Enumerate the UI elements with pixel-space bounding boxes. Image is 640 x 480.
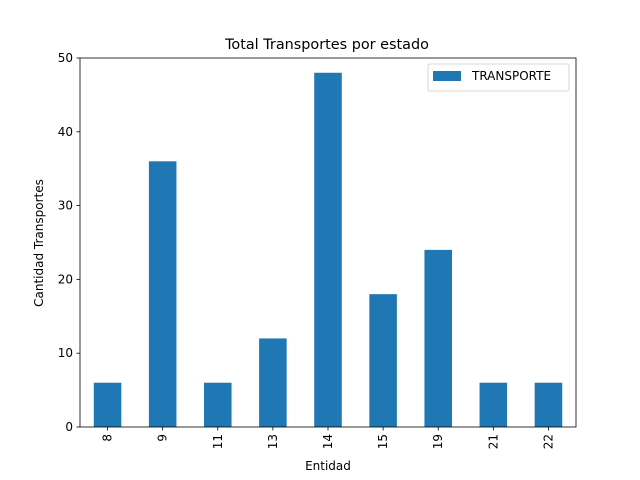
legend: TRANSPORTE (427, 63, 570, 92)
bars-group (93, 72, 563, 427)
bar-9 (148, 161, 177, 427)
bar-22 (534, 382, 563, 427)
x-tick-label: 9 (156, 434, 170, 442)
chart-title: Total Transportes por estado (224, 37, 429, 53)
x-tick-label: 8 (101, 434, 115, 442)
bar-21 (479, 382, 508, 427)
legend-box (427, 63, 570, 92)
x-axis-title: Entidad (305, 459, 351, 473)
bar-8 (93, 382, 122, 427)
x-axis: 8 9 11 13 14 15 19 21 22 (101, 427, 555, 449)
x-tick-label: 11 (211, 434, 225, 449)
x-tick-label: 21 (486, 434, 500, 449)
x-tick-label: 15 (376, 434, 390, 449)
x-tick-label: 14 (321, 434, 335, 449)
legend-label: TRANSPORTE (471, 69, 551, 83)
y-tick-label: 20 (58, 272, 73, 286)
y-tick-label: 40 (58, 125, 73, 139)
bar-13 (259, 338, 287, 427)
y-axis-title: Cantidad Transportes (32, 179, 46, 307)
bar-14 (314, 72, 342, 427)
y-axis: 0 10 20 30 40 50 (58, 51, 80, 434)
y-tick-label: 50 (58, 51, 73, 65)
x-tick-label: 13 (266, 434, 280, 449)
bar-11 (204, 382, 232, 427)
y-tick-label: 0 (65, 420, 73, 434)
y-tick-label: 10 (58, 346, 73, 360)
bar-15 (369, 294, 397, 427)
x-tick-label: 22 (541, 434, 555, 449)
y-tick-label: 30 (58, 199, 73, 213)
x-tick-label: 19 (431, 434, 445, 449)
bar-19 (424, 249, 452, 427)
legend-swatch (433, 71, 461, 81)
